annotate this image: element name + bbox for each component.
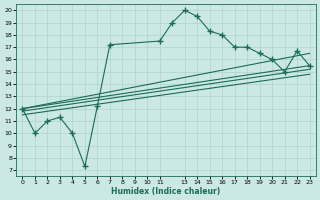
X-axis label: Humidex (Indice chaleur): Humidex (Indice chaleur) [111,187,221,196]
